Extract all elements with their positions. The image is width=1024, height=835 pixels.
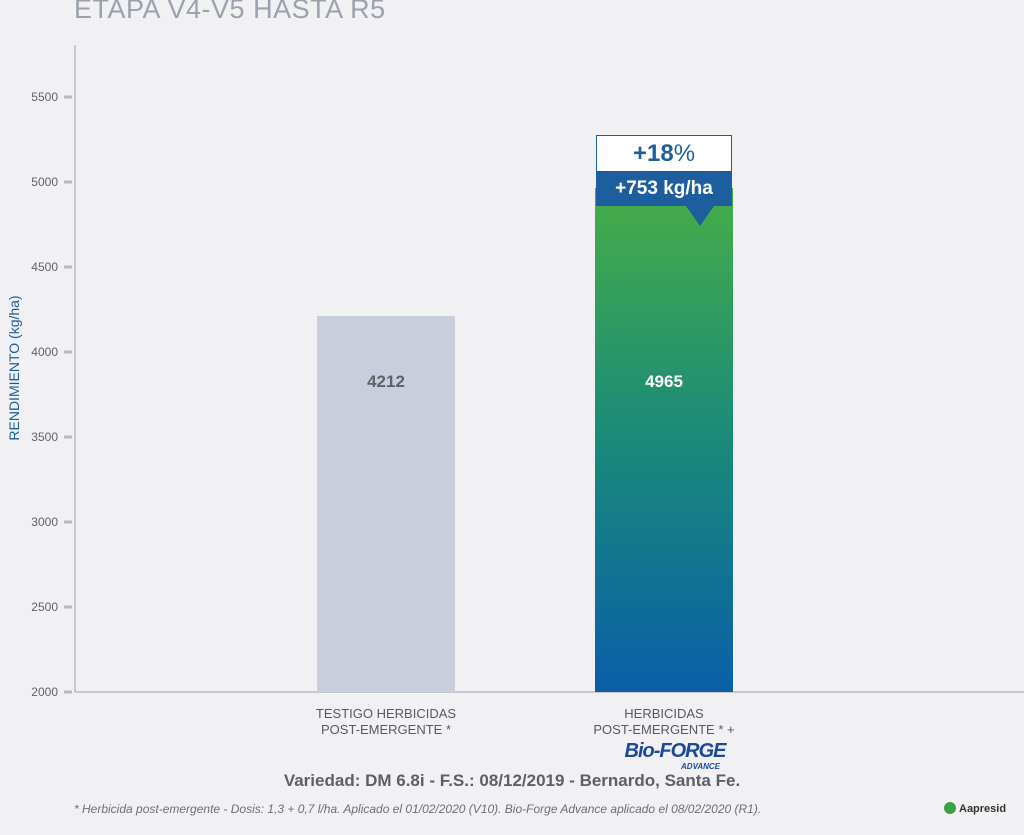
bioforge-logo: Bio-FORGE	[624, 740, 727, 762]
percent-callout: +18%	[596, 135, 732, 172]
category-label-line: POST-EMERGENTE *	[320, 722, 452, 737]
y-tick-label: 5000	[31, 175, 58, 189]
absolute-callout: +753 kg/ha	[596, 172, 732, 206]
category-label-bioforge: HERBICIDAS POST-EMERGENTE * +	[564, 706, 764, 738]
percent-sign: +	[632, 140, 647, 167]
y-tick-label: 4000	[31, 345, 58, 359]
category-label-line: POST-EMERGENTE * +	[593, 722, 735, 737]
aapresid-logo: Aapresid	[944, 802, 1006, 815]
bar-value-label: 4212	[367, 372, 405, 391]
y-tick-label: 5500	[31, 90, 58, 104]
aapresid-logo-text: Aapresid	[959, 803, 1007, 815]
percent-unit: %	[673, 140, 696, 167]
bar-1	[595, 187, 733, 692]
bar-value-label: 4965	[645, 372, 683, 391]
chart-title: ETAPA V4-V5 HASTA R5	[74, 0, 386, 24]
aapresid-icon	[944, 802, 956, 814]
y-tick-label: 3500	[31, 430, 58, 444]
category-label-line: TESTIGO HERBICIDAS	[315, 706, 457, 721]
y-tick-label: 4500	[31, 260, 58, 274]
bioforge-logo-sub: ADVANCE	[681, 762, 720, 771]
footnote: * Herbicida post-emergente - Dosis: 1,3 …	[74, 802, 762, 816]
percent-value: 18	[646, 140, 674, 167]
bar-0	[317, 315, 455, 692]
category-label-testigo: TESTIGO HERBICIDAS POST-EMERGENTE *	[286, 706, 486, 738]
category-label-line: HERBICIDAS	[624, 706, 704, 721]
y-tick-label: 2000	[31, 685, 58, 699]
variety-caption: Variedad: DM 6.8i - F.S.: 08/12/2019 - B…	[283, 771, 741, 790]
y-tick-label: 3000	[31, 515, 58, 529]
callout-arrow	[686, 206, 714, 226]
y-tick-label: 2500	[31, 600, 58, 614]
